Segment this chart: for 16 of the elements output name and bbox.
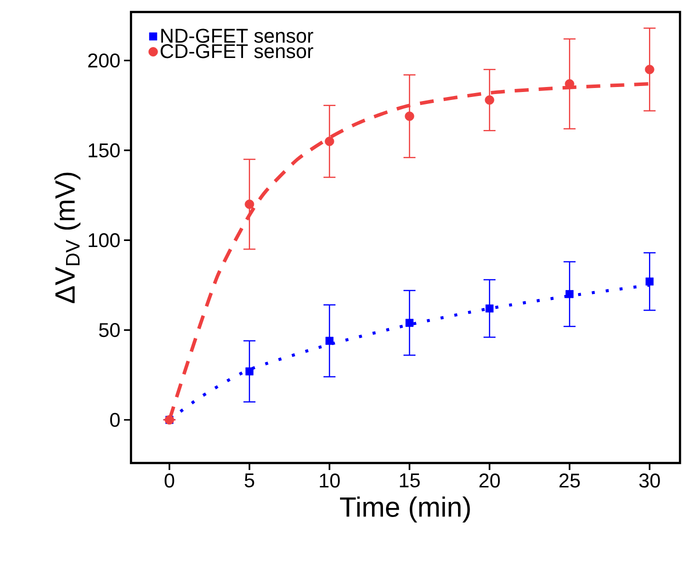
y-tick-label: 200 <box>88 53 120 68</box>
x-tick-label: 30 <box>639 474 660 488</box>
y-axis-title: ΔV$_{DV}$ (mV) <box>54 172 80 304</box>
x-tick-label: 15 <box>400 474 420 488</box>
legend-label: CD-GFET sensor <box>160 44 314 58</box>
y-tick-label: 150 <box>88 143 120 158</box>
x-tick-label: 10 <box>320 474 340 488</box>
y-tick-label: 0 <box>110 412 120 427</box>
x-tick-label: 20 <box>479 474 500 488</box>
x-axis-title: Time (min) <box>340 496 470 522</box>
y-tick-label: 50 <box>99 322 120 338</box>
x-tick-label: 25 <box>559 474 580 488</box>
y-tick-label: 100 <box>88 233 120 248</box>
legend-label: ND-GFET sensor <box>161 28 314 43</box>
x-tick-label: 0 <box>164 474 174 488</box>
x-tick-label: 5 <box>244 474 254 488</box>
